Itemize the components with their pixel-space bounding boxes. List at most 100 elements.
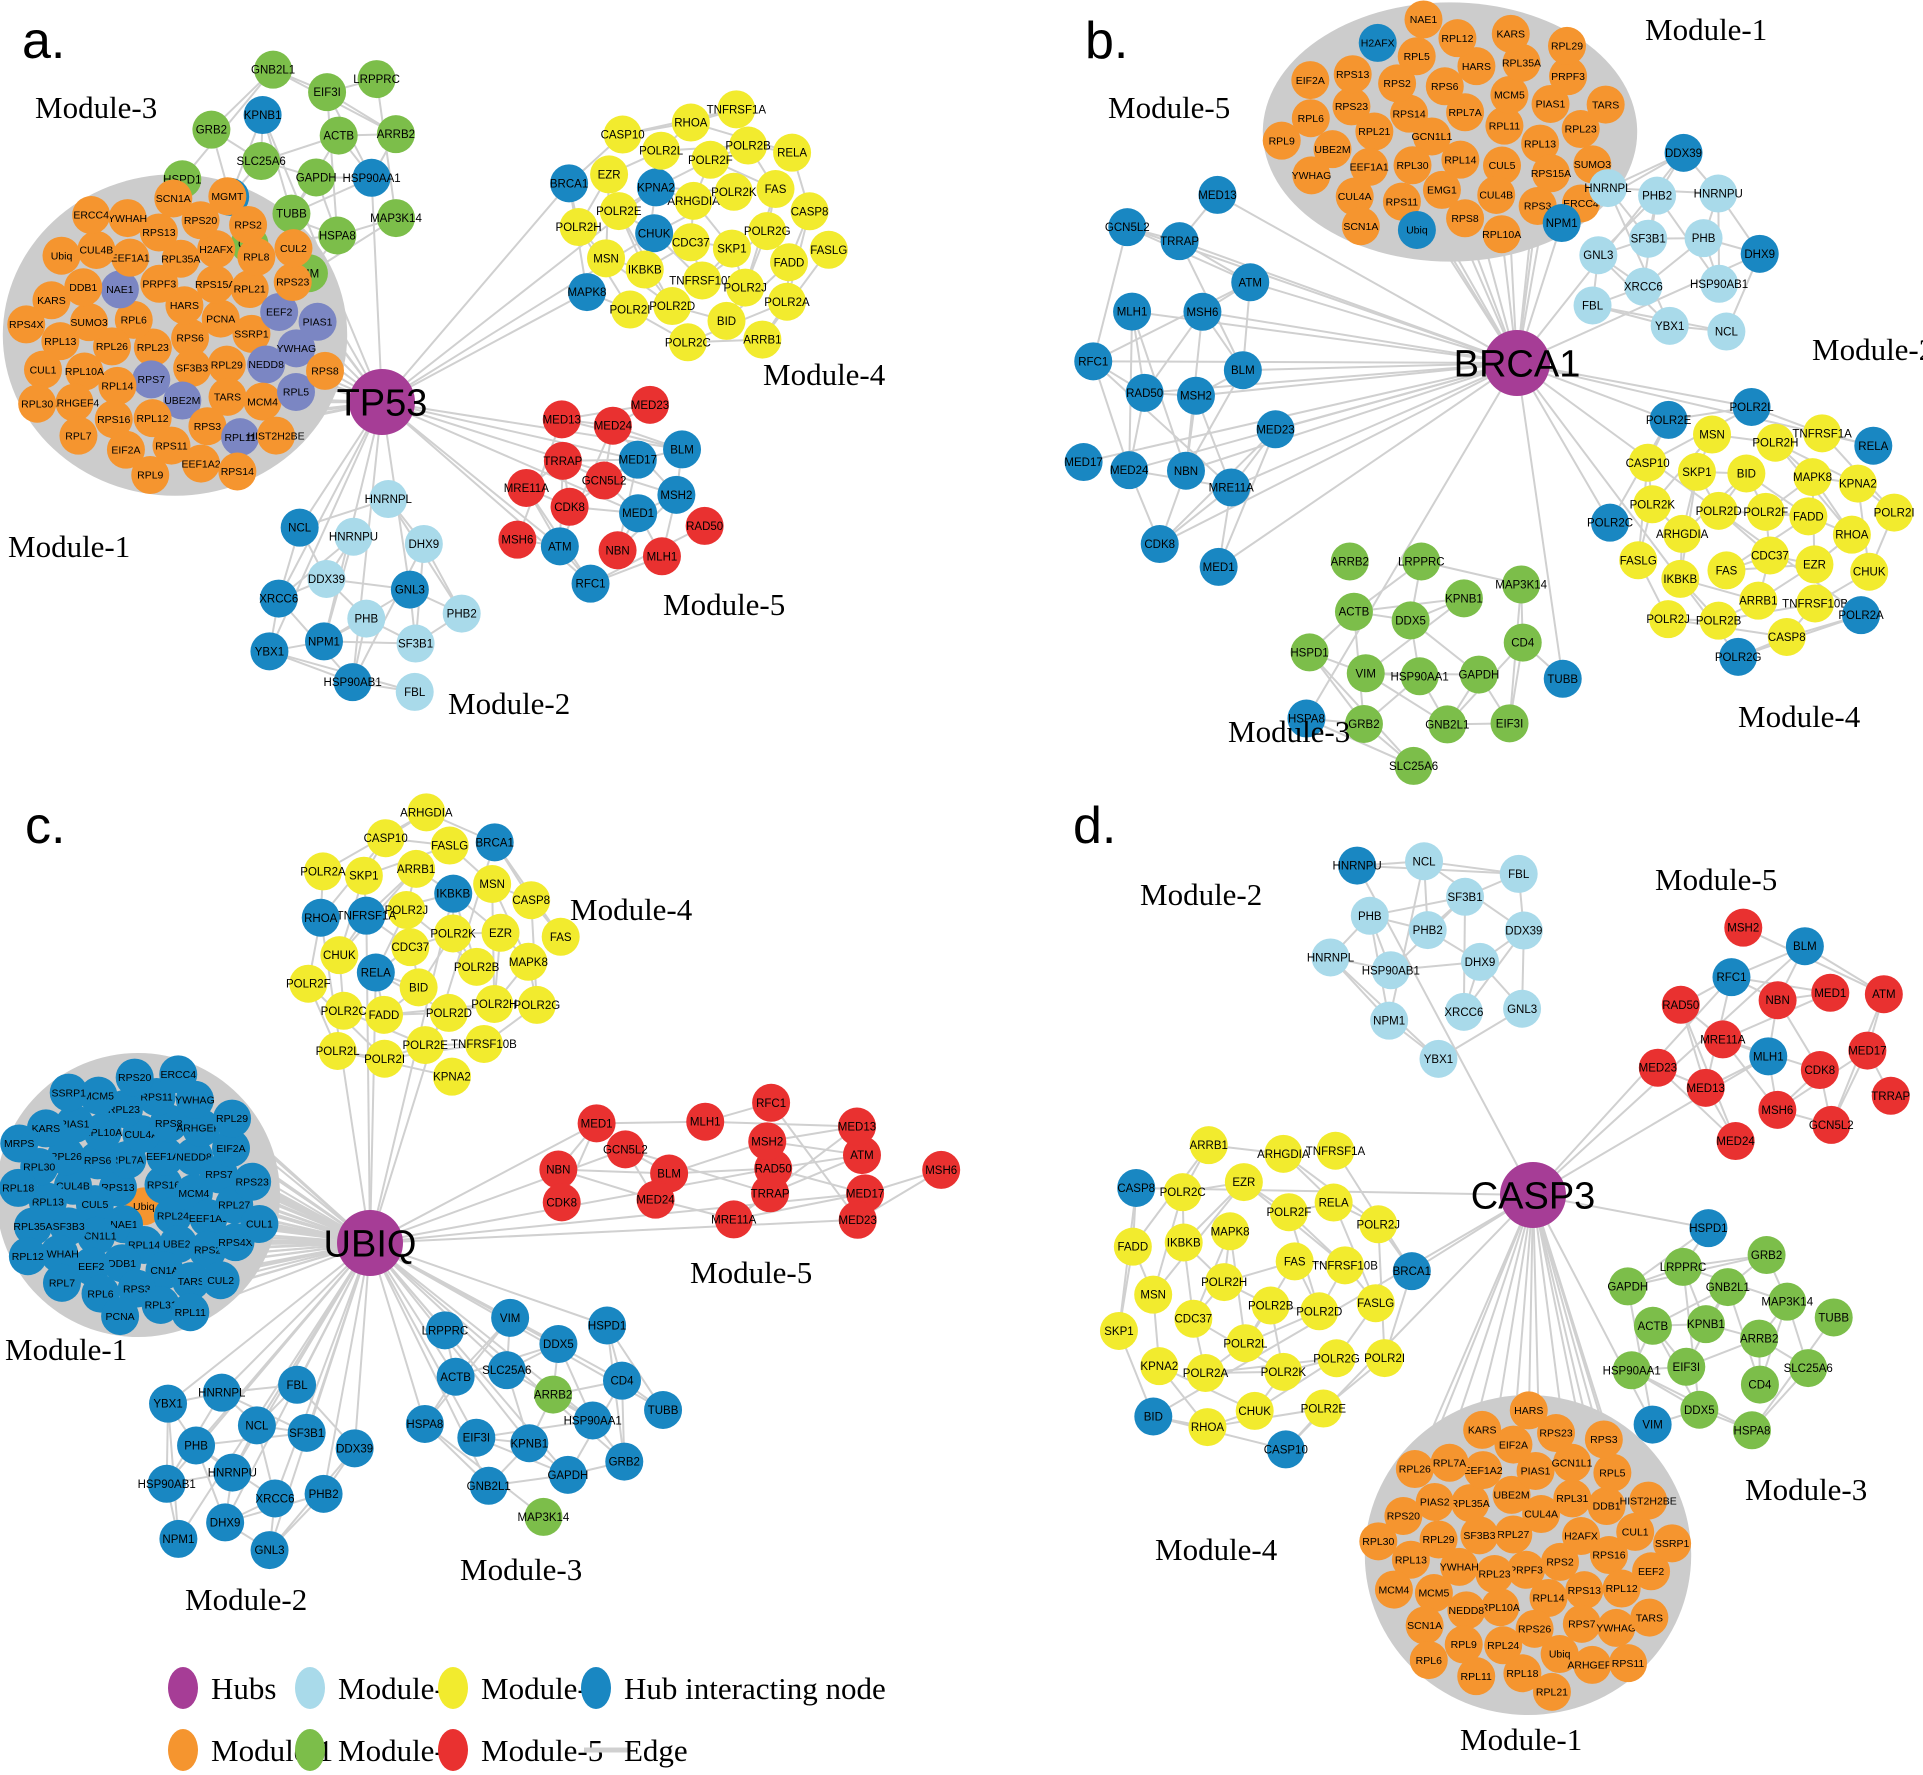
- node-PCNA[interactable]: PCNA: [101, 1297, 140, 1336]
- node-VIM[interactable]: VIM: [491, 1298, 530, 1337]
- node-CASP10[interactable]: CASP10: [1626, 443, 1670, 482]
- node-MED1[interactable]: MED1: [619, 494, 658, 533]
- node-FADD[interactable]: FADD: [365, 995, 404, 1034]
- node-KPNB1[interactable]: KPNB1: [1444, 579, 1483, 618]
- node-MED13[interactable]: MED13: [543, 400, 581, 439]
- node-KPNA2[interactable]: KPNA2: [432, 1057, 471, 1096]
- node-SF3B1[interactable]: SF3B1: [287, 1413, 326, 1452]
- node-SSRP1[interactable]: SSRP1: [1653, 1524, 1692, 1563]
- node-RHOA[interactable]: RHOA: [1188, 1408, 1227, 1447]
- node-POLR2K[interactable]: POLR2K: [1261, 1352, 1307, 1391]
- node-POLR2G[interactable]: POLR2G: [1715, 637, 1762, 676]
- node-GAPDH[interactable]: GAPDH: [296, 158, 337, 197]
- node-RPL5[interactable]: RPL5: [1397, 37, 1436, 76]
- node-NBN[interactable]: NBN: [1758, 981, 1797, 1020]
- node-NAE1[interactable]: NAE1: [1404, 0, 1443, 39]
- node-CHUK[interactable]: CHUK: [1235, 1391, 1274, 1430]
- node-FAS[interactable]: FAS: [1275, 1242, 1314, 1281]
- node-HSP90AB1[interactable]: HSP90AB1: [1690, 264, 1748, 303]
- node-RAD50[interactable]: RAD50: [685, 506, 724, 545]
- node-CDK8[interactable]: CDK8: [1800, 1051, 1839, 1090]
- node-MSH2[interactable]: MSH2: [1724, 908, 1763, 947]
- node-BRCA1[interactable]: BRCA1: [476, 823, 514, 862]
- node-BRCA1[interactable]: BRCA1: [1393, 1252, 1431, 1291]
- node-POLR2E[interactable]: POLR2E: [1646, 400, 1692, 439]
- node-MRPS[interactable]: MRPS: [0, 1124, 39, 1163]
- node-POLR2C[interactable]: POLR2C: [321, 991, 367, 1030]
- node-MED23[interactable]: MED23: [1256, 410, 1295, 449]
- node-MED13[interactable]: MED13: [1198, 175, 1237, 214]
- node-MCM4[interactable]: MCM4: [243, 382, 282, 421]
- node-RPL30[interactable]: RPL30: [1393, 146, 1432, 185]
- node-DHX9[interactable]: DHX9: [1460, 942, 1499, 981]
- node-RPL9[interactable]: RPL9: [131, 456, 170, 495]
- node-RHOA[interactable]: RHOA: [301, 898, 340, 937]
- node-CD4[interactable]: CD4: [1740, 1365, 1779, 1404]
- node-XRCC6[interactable]: XRCC6: [259, 579, 298, 618]
- node-FADD[interactable]: FADD: [1789, 497, 1828, 536]
- node-ARHGDIA[interactable]: ARHGDIA: [400, 793, 453, 832]
- node-GNL3[interactable]: GNL3: [1579, 236, 1618, 275]
- node-RPS20[interactable]: RPS20: [115, 1058, 154, 1097]
- node-KPNA2[interactable]: KPNA2: [1140, 1347, 1179, 1386]
- node-SKP1[interactable]: SKP1: [1677, 452, 1716, 491]
- node-RPL18[interactable]: RPL18: [0, 1168, 38, 1207]
- node-MCM4[interactable]: MCM4: [1374, 1570, 1413, 1609]
- node-RPS6[interactable]: RPS6: [1425, 67, 1464, 106]
- node-KPNB1[interactable]: KPNB1: [243, 96, 282, 135]
- node-RPL11[interactable]: RPL11: [221, 418, 260, 457]
- node-ATM[interactable]: ATM: [1864, 975, 1903, 1014]
- node-ARRB2[interactable]: ARRB2: [377, 115, 415, 154]
- node-EZR[interactable]: EZR: [590, 155, 629, 194]
- node-RPS7[interactable]: RPS7: [1562, 1604, 1601, 1643]
- node-KPNA2[interactable]: KPNA2: [1838, 464, 1877, 503]
- node-ACTB[interactable]: ACTB: [1633, 1306, 1672, 1345]
- node-RFC1[interactable]: RFC1: [1712, 958, 1751, 997]
- node-FASLG[interactable]: FASLG: [809, 230, 848, 269]
- node-BID[interactable]: BID: [399, 968, 438, 1007]
- node-PHB2[interactable]: PHB2: [1408, 911, 1447, 950]
- node-RPS8[interactable]: RPS8: [1446, 199, 1485, 238]
- node-RFC1[interactable]: RFC1: [571, 564, 610, 603]
- node-GNB2L1[interactable]: GNB2L1: [467, 1466, 511, 1505]
- node-FASLG[interactable]: FASLG: [1619, 541, 1658, 580]
- node-EZR[interactable]: EZR: [481, 913, 520, 952]
- node-NEDD8[interactable]: NEDD8: [1447, 1591, 1486, 1630]
- node-NPM1[interactable]: NPM1: [1542, 204, 1581, 243]
- node-NBN[interactable]: NBN: [598, 531, 637, 570]
- node-POLR2J[interactable]: POLR2J: [1357, 1205, 1400, 1244]
- node-ATM[interactable]: ATM: [540, 527, 579, 566]
- node-POLR2B[interactable]: POLR2B: [1248, 1286, 1294, 1325]
- node-RPS14[interactable]: RPS14: [218, 452, 257, 491]
- node-RPL8[interactable]: RPL8: [237, 237, 276, 276]
- node-BID[interactable]: BID: [1134, 1397, 1173, 1436]
- node-CASP10[interactable]: CASP10: [1264, 1430, 1308, 1469]
- node-YBX1[interactable]: YBX1: [250, 632, 289, 671]
- node-EIF3I[interactable]: EIF3I: [1490, 704, 1529, 743]
- node-GNL3[interactable]: GNL3: [1503, 989, 1542, 1028]
- node-CUL4B[interactable]: CUL4B: [77, 230, 116, 269]
- node-TUBB[interactable]: TUBB: [1814, 1298, 1853, 1337]
- node-CASP10[interactable]: CASP10: [364, 819, 408, 858]
- node-RHOA[interactable]: RHOA: [671, 103, 710, 142]
- node-PHB[interactable]: PHB: [347, 599, 386, 638]
- node-CDK8[interactable]: CDK8: [550, 487, 589, 526]
- node-ATM[interactable]: ATM: [1231, 263, 1270, 302]
- node-TNFRSF10B[interactable]: TNFRSF10B: [1312, 1246, 1378, 1285]
- node-HSP90AB1[interactable]: HSP90AB1: [1362, 951, 1420, 990]
- node-CASP8[interactable]: CASP8: [1767, 617, 1806, 656]
- node-DDX5[interactable]: DDX5: [539, 1325, 578, 1364]
- node-POLR2A[interactable]: POLR2A: [300, 852, 346, 891]
- node-BLM[interactable]: BLM: [1785, 927, 1824, 966]
- node-HSPA8[interactable]: HSPA8: [1732, 1411, 1771, 1450]
- node-POLR2A[interactable]: POLR2A: [764, 282, 810, 321]
- node-RPS11[interactable]: RPS11: [1609, 1644, 1648, 1683]
- node-GNB2L1[interactable]: GNB2L1: [251, 50, 295, 89]
- node-HSP90AA1[interactable]: HSP90AA1: [1391, 657, 1449, 696]
- node-BLM[interactable]: BLM: [1223, 351, 1262, 390]
- node-MED23[interactable]: MED23: [1639, 1048, 1677, 1087]
- node-RHOA[interactable]: RHOA: [1832, 515, 1871, 554]
- node-MCM5[interactable]: MCM5: [1414, 1574, 1453, 1613]
- node-MAP3K14[interactable]: MAP3K14: [370, 199, 422, 238]
- node-PHB[interactable]: PHB: [177, 1426, 216, 1465]
